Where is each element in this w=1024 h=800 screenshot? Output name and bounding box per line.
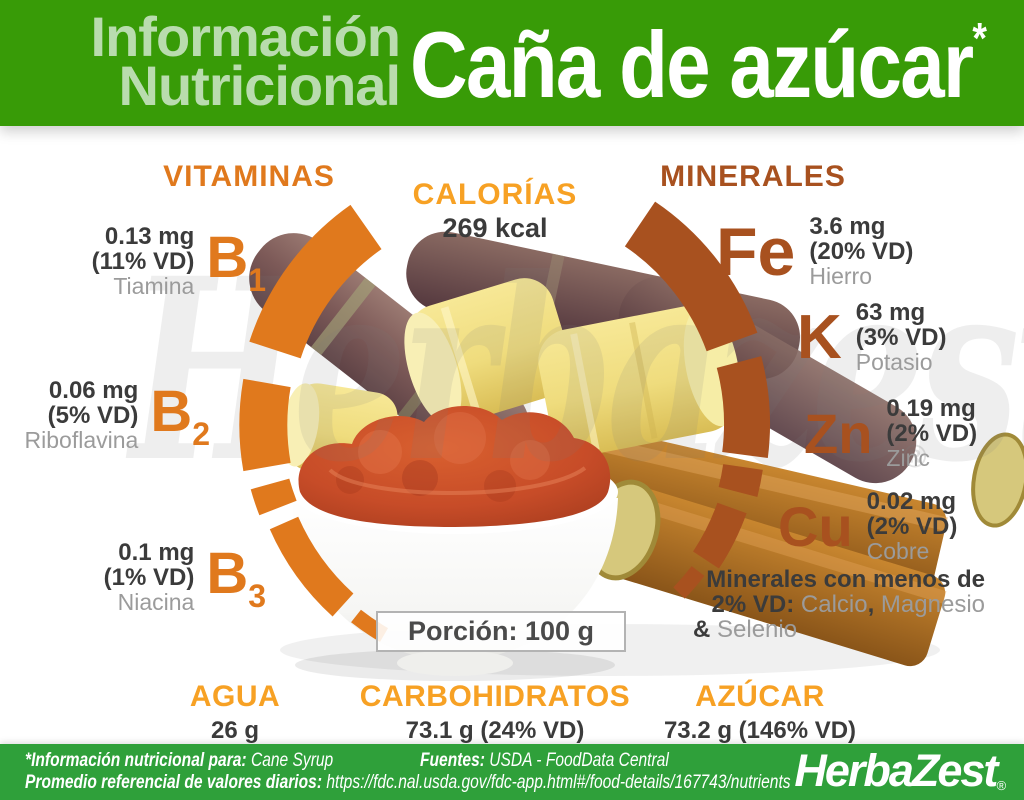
vitamins-arc-segment-b1: [249, 204, 382, 359]
macro-value: 26 g: [210, 717, 260, 744]
nutrient-amount: 63 mg: [855, 299, 926, 326]
watermark-registered-icon: ®: [903, 438, 927, 474]
page-title: Caña de azúcar *: [410, 12, 987, 117]
vitamin-symbol-b3: B3: [206, 540, 266, 614]
minerals-arc-segment-cu: [692, 502, 747, 569]
footer-bar: *Información nutricional para: Cane Syru…: [0, 744, 1024, 800]
mineral-symbol-fe: Fe: [716, 213, 796, 290]
sugarcane-cut-face: [971, 432, 1024, 528]
brand-logo: HerbaZest®: [794, 745, 1006, 796]
trace-minerals-note: Minerales con menos de 2% VD: Calcio, Ma…: [693, 567, 985, 642]
vitamin-item-b1: 0.13 mg (11% VD) Tiamina B1: [0, 224, 266, 299]
nutrient-amount: 0.02 mg: [866, 488, 957, 515]
nutrient-name: Riboflavina: [24, 427, 139, 453]
macro-label: AGUA: [189, 680, 281, 713]
macro-label: CARBOHIDRATOS: [359, 680, 631, 713]
nutrient-daily-value: (2% VD): [866, 513, 958, 540]
header-subtitle-line1: Información: [90, 5, 401, 68]
mineral-item-k: K 63 mg (3% VD) Potasio: [797, 300, 946, 375]
minerals-arc: [624, 201, 770, 599]
sugarcane-piece-yellow-1: [404, 278, 573, 425]
macro-item-agua: AGUA 26 g: [115, 680, 355, 745]
nutrient-amount: 0.1 mg: [118, 539, 195, 566]
nutrient-name: Tiamina: [113, 273, 195, 299]
header-subtitle: Información Nutricional: [0, 5, 401, 117]
footnote-nutrition-for: *Información nutricional para: Cane Syru…: [25, 750, 334, 771]
minerals-arc-segment-small: [718, 463, 763, 497]
footnote-daily-values-url: Promedio referencial de valores diarios:…: [25, 772, 791, 793]
vitamin-symbol-b1: B1: [206, 224, 266, 298]
macro-item-azucar: AZÚCAR 73.2 g (146% VD): [630, 680, 890, 745]
macro-label: AZÚCAR: [695, 680, 825, 713]
header-banner: Información Nutricional Caña de azúcar *: [0, 0, 1024, 126]
nutrient-name: Hierro: [809, 263, 872, 289]
nutrient-amount: 0.06 mg: [48, 377, 139, 404]
calories-value: 269 kcal: [442, 213, 548, 243]
nutrient-daily-value: (3% VD): [855, 324, 947, 351]
nutrient-amount: 0.13 mg: [104, 223, 195, 250]
mineral-item-cu: Cu 0.02 mg (2% VD) Cobre: [778, 489, 957, 564]
minerals-arc-segment-k: [716, 356, 770, 458]
section-title-minerales: MINERALES: [660, 160, 846, 193]
vitamin-item-b2: 0.06 mg (5% VD) Riboflavina B2: [0, 378, 210, 453]
trace-minerals-line3: & Selenio: [693, 616, 798, 643]
mineral-item-fe: Fe 3.6 mg (20% VD) Hierro: [716, 214, 913, 289]
trace-minerals-line1: Minerales con menos de: [706, 566, 985, 593]
nutrient-name: Potasio: [855, 349, 933, 375]
mineral-symbol-zn: Zn: [804, 401, 873, 465]
portion-box: Porción: 100 g: [376, 611, 626, 652]
mineral-symbol-cu: Cu: [778, 494, 853, 558]
nutrient-name: Zinc: [886, 445, 930, 471]
portion-label: Porción: 100 g: [407, 616, 595, 646]
minerals-arc-segment-tail: [673, 566, 705, 599]
vitamins-arc: [239, 204, 389, 642]
macro-value: 73.1 g (24% VD): [405, 717, 585, 744]
vitamins-arc-segment-b2: [239, 378, 291, 472]
trace-minerals-line2: 2% VD: Calcio, Magnesio: [711, 591, 985, 618]
nutrient-name: Cobre: [866, 538, 930, 564]
nutrient-amount: 0.19 mg: [886, 395, 976, 422]
macro-value: 73.2 g (146% VD): [663, 717, 857, 744]
syrup: [298, 405, 611, 527]
sugarcane-stalk-orange-2: [586, 479, 947, 667]
macro-item-carbohidratos: CARBOHIDRATOS 73.1 g (24% VD): [345, 680, 645, 745]
vitamins-arc-segment-b3: [269, 516, 354, 617]
vitamins-arc-segment-small: [250, 478, 297, 516]
nutrient-daily-value: (5% VD): [47, 402, 139, 429]
section-title-calorias: CALORÍAS: [412, 178, 578, 211]
nutrient-name: Niacina: [117, 589, 195, 615]
nutrient-daily-value: (11% VD): [91, 248, 195, 275]
vitamin-symbol-b2: B2: [150, 378, 210, 452]
nutrient-daily-value: (20% VD): [809, 238, 914, 265]
header-subtitle-line2: Nutricional: [118, 54, 401, 117]
footnote-sources: Fuentes: USDA - FoodData Central: [420, 750, 669, 771]
section-title-vitaminas: VITAMINAS: [163, 160, 335, 193]
nutrient-amount: 3.6 mg: [809, 213, 886, 240]
minerals-arc-segment-fe: [624, 201, 758, 352]
registered-trademark-icon: ®: [996, 778, 1006, 793]
nutrient-daily-value: (2% VD): [886, 420, 978, 447]
mineral-item-zn: Zn 0.19 mg (2% VD) Zinc: [804, 396, 977, 471]
mineral-symbol-k: K: [797, 302, 842, 372]
vitamin-item-b3: 0.1 mg (1% VD) Niacina B3: [0, 540, 266, 615]
nutrient-daily-value: (1% VD): [103, 564, 195, 591]
